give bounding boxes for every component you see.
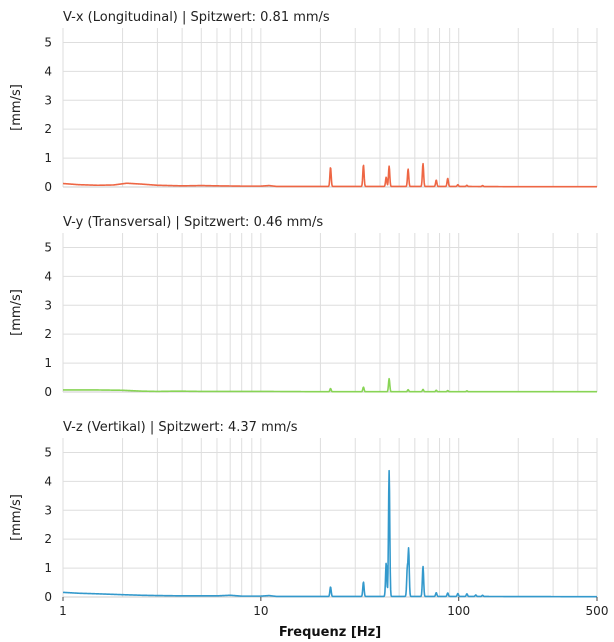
panel-vz: V-z (Vertikal) | Spitzwert: 4.37 mm/s [m…	[9, 420, 608, 618]
panel-title: V-z (Vertikal) | Spitzwert: 4.37 mm/s	[63, 420, 298, 435]
y-tick-label: 5	[44, 445, 52, 459]
y-tick-label: 1	[44, 356, 52, 370]
y-tick-label: 5	[44, 240, 52, 254]
y-tick-label: 3	[44, 298, 52, 312]
y-tick-label: 0	[44, 590, 52, 604]
x-tick-label: 10	[253, 604, 268, 618]
y-tick-label: 2	[44, 122, 52, 136]
y-tick-label: 3	[44, 93, 52, 107]
x-axis-label: Frequenz [Hz]	[279, 625, 381, 640]
y-tick-label: 0	[44, 180, 52, 194]
y-tick-label: 4	[44, 269, 52, 283]
x-tick-label: 1	[59, 604, 67, 618]
y-tick-label: 2	[44, 327, 52, 341]
panel-vy: V-y (Transversal) | Spitzwert: 0.46 mm/s…	[9, 215, 598, 399]
spectrum-line	[62, 162, 598, 188]
y-tick-label: 3	[44, 503, 52, 517]
y-tick-label: 5	[44, 35, 52, 49]
y-tick-label: 2	[44, 532, 52, 546]
panel-vx: V-x (Longitudinal) | Spitzwert: 0.81 mm/…	[9, 10, 598, 194]
y-axis-label: [mm/s]	[9, 494, 24, 541]
y-tick-label: 1	[44, 151, 52, 165]
panel-title: V-x (Longitudinal) | Spitzwert: 0.81 mm/…	[63, 10, 330, 25]
x-tick-label: 100	[447, 604, 470, 618]
y-tick-label: 1	[44, 561, 52, 575]
y-tick-label: 4	[44, 64, 52, 78]
panel-title: V-y (Transversal) | Spitzwert: 0.46 mm/s	[63, 215, 323, 230]
y-axis-label: [mm/s]	[9, 289, 24, 336]
y-tick-label: 4	[44, 474, 52, 488]
y-axis-label: [mm/s]	[9, 84, 24, 131]
x-tick-label: 500	[586, 604, 609, 618]
spectrum-line	[62, 377, 598, 393]
spectrum-line	[62, 469, 598, 598]
y-tick-label: 0	[44, 385, 52, 399]
